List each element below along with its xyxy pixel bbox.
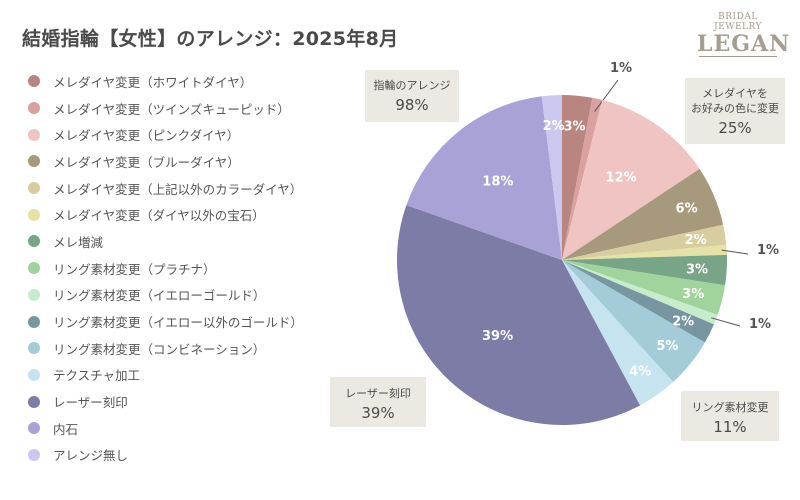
legend-label: リング素材変更（イエローゴールド） <box>53 288 266 304</box>
pie-slice <box>562 260 718 325</box>
legend-item: リング素材変更（イエローゴールド） <box>28 282 303 309</box>
legend-swatch <box>28 208 40 221</box>
legend-item: メレダイヤ変更（ホワイトダイヤ） <box>28 68 303 95</box>
annotation-value: 25% <box>718 119 752 137</box>
legend-item: メレダイヤ変更（上記以外のカラーダイヤ） <box>28 175 303 202</box>
legend-swatch <box>28 262 40 275</box>
logo-underline <box>699 56 777 57</box>
pie-slice <box>562 97 603 260</box>
annotation-label: レーザー刻印 <box>345 387 411 400</box>
annotation-melee-color: メレダイヤを お好みの色に変更 25% <box>685 78 785 144</box>
slice-data-label: 2% <box>543 119 565 134</box>
legend-label: 内石 <box>53 421 79 437</box>
annotation-ring-arrange: 指輪のアレンジ 98% <box>365 70 459 122</box>
legend-item: メレ増減 <box>28 228 303 255</box>
pie-slice <box>562 244 727 260</box>
annotation-ring-material: リング素材変更 11% <box>681 391 779 441</box>
legend-item: 内石 <box>28 415 303 442</box>
slice-data-label: 3% <box>686 262 708 277</box>
pie-slice <box>562 224 727 260</box>
legend-label: メレダイヤ変更（ツインズキューピッド） <box>53 101 290 117</box>
legend-label: メレダイヤ変更（ブルーダイヤ） <box>53 154 240 170</box>
annotation-label: 指輪のアレンジ <box>373 79 451 92</box>
slice-data-label: 3% <box>563 119 585 134</box>
legend-item: リング素材変更（プラチナ） <box>28 255 303 282</box>
legend-swatch <box>28 128 40 141</box>
slice-data-label: 5% <box>656 339 678 354</box>
pie-slice <box>397 205 641 425</box>
pie-slice <box>406 96 562 261</box>
legend-item: レーザー刻印 <box>28 388 303 415</box>
slice-data-label: 2% <box>685 233 707 248</box>
logo-subtitle: BRIDAL JEWELRY <box>714 12 762 32</box>
legend-item: メレダイヤ変更（ダイヤ以外の宝石） <box>28 201 303 228</box>
slice-data-label: 4% <box>629 364 651 379</box>
slice-data-label: 2% <box>672 314 694 329</box>
annotation-value: 11% <box>713 418 747 436</box>
legend-swatch <box>28 342 40 355</box>
logo-name: LEGAN <box>697 31 791 57</box>
legend-item: メレダイヤ変更（ピンクダイヤ） <box>28 121 303 148</box>
slice-data-label: 12% <box>606 171 637 186</box>
legend-label: メレ増減 <box>53 234 104 250</box>
legend-label: リング素材変更（イエロー以外のゴールド） <box>53 315 303 331</box>
legend-swatch <box>28 182 40 195</box>
legend-label: テクスチャ加工 <box>53 368 141 384</box>
annotation-value: 98% <box>395 96 429 114</box>
legend-label: メレダイヤ変更（ピンクダイヤ） <box>53 128 240 144</box>
annotation-label: メレダイヤを お好みの色に変更 <box>691 87 779 115</box>
chart-legend: メレダイヤ変更（ホワイトダイヤ） メレダイヤ変更（ツインズキューピッド） メレダイヤ… <box>28 68 303 468</box>
legend-label: リング素材変更（コンビネーション） <box>53 341 266 357</box>
legend-item: テクスチャ加工 <box>28 362 303 389</box>
pie-slice <box>562 260 726 315</box>
slice-data-label: 3% <box>682 287 704 302</box>
legend-label: メレダイヤ変更（ダイヤ以外の宝石） <box>53 208 265 224</box>
legend-item: リング素材変更（コンビネーション） <box>28 335 303 362</box>
legend-label: メレダイヤ変更（ホワイトダイヤ） <box>53 74 253 90</box>
brand-logo: BRIDAL JEWELRY LEGAN <box>697 12 791 57</box>
annotation-value: 39% <box>361 404 395 422</box>
legend-swatch <box>28 155 40 168</box>
legend-swatch <box>28 422 40 435</box>
legend-swatch <box>28 315 40 328</box>
legend-item: アレンジ無し <box>28 442 303 469</box>
legend-swatch <box>28 102 40 115</box>
legend-label: メレダイヤ変更（上記以外のカラーダイヤ） <box>53 181 303 197</box>
legend-label: レーザー刻印 <box>53 395 128 411</box>
pie-slice <box>562 99 700 260</box>
chart-title: 結婚指輪【女性】のアレンジ：2025年8月 <box>22 28 399 50</box>
legend-item: メレダイヤ変更（ブルーダイヤ） <box>28 148 303 175</box>
legend-item: リング素材変更（イエロー以外のゴールド） <box>28 308 303 335</box>
slice-data-label: 6% <box>676 201 698 216</box>
slice-data-label: 39% <box>482 329 513 344</box>
legend-label: アレンジ無し <box>53 448 129 464</box>
slice-data-label: 18% <box>482 174 513 189</box>
slice-data-label: 1% <box>749 317 771 332</box>
pie-slice <box>562 168 724 260</box>
pie-slice <box>541 95 562 260</box>
pie-slice <box>562 260 674 406</box>
legend-swatch <box>28 395 40 408</box>
legend-swatch <box>28 368 40 381</box>
leader-line <box>711 317 741 327</box>
annotation-laser: レーザー刻印 39% <box>330 377 426 427</box>
legend-label: リング素材変更（プラチナ） <box>53 261 216 277</box>
leader-line <box>594 79 619 113</box>
slice-data-label: 1% <box>610 61 632 76</box>
legend-swatch <box>28 448 40 461</box>
annotation-label: リング素材変更 <box>691 401 769 414</box>
pie-slice <box>562 254 727 286</box>
pie-slice <box>562 95 593 260</box>
legend-swatch <box>28 75 40 88</box>
legend-swatch <box>28 235 40 248</box>
slice-data-label: 1% <box>757 243 779 258</box>
pie-slice <box>562 260 705 382</box>
legend-swatch <box>28 288 40 301</box>
legend-item: メレダイヤ変更（ツインズキューピッド） <box>28 95 303 122</box>
leader-line <box>721 249 749 255</box>
pie-slice <box>562 260 714 343</box>
